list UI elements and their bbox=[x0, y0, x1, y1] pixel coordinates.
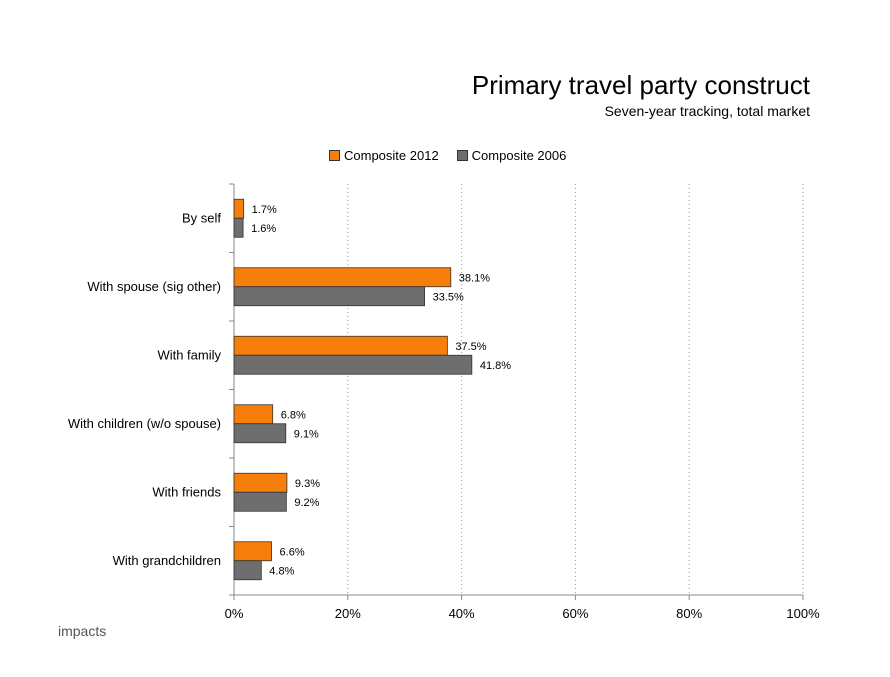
bar-series-2 bbox=[233, 423, 287, 444]
legend-item-series-1: Composite 2012 bbox=[329, 148, 439, 163]
x-tick-label: 20% bbox=[335, 606, 361, 621]
logo-text: impacts bbox=[58, 623, 107, 639]
chart-subtitle: Seven-year tracking, total market bbox=[604, 103, 810, 119]
bar-series-2 bbox=[233, 560, 262, 581]
x-tick-label: 80% bbox=[676, 606, 702, 621]
data-label: 37.5% bbox=[455, 341, 486, 353]
chart-title: Primary travel party construct bbox=[471, 70, 810, 100]
bar-series-1 bbox=[233, 472, 288, 493]
legend-item-series-2: Composite 2006 bbox=[456, 148, 567, 163]
data-label: 33.5% bbox=[433, 291, 464, 303]
bar-series-1 bbox=[233, 267, 452, 288]
brand-logo: impacts bbox=[58, 623, 106, 639]
legend-label-series-1: Composite 2012 bbox=[344, 148, 439, 163]
legend-swatch-series-2 bbox=[456, 150, 468, 161]
bar-series-2 bbox=[233, 491, 287, 512]
data-label: 1.6% bbox=[251, 223, 276, 235]
x-tick-label: 40% bbox=[449, 606, 475, 621]
data-label: 6.6% bbox=[280, 546, 305, 558]
legend-label-series-2: Composite 2006 bbox=[471, 148, 567, 163]
data-label: 9.3% bbox=[295, 478, 320, 490]
bar-series-1 bbox=[233, 541, 272, 562]
data-label: 41.8% bbox=[480, 360, 511, 372]
data-label: 6.8% bbox=[281, 409, 306, 421]
legend-swatch-series-1 bbox=[329, 150, 340, 161]
bar-series-1 bbox=[233, 335, 448, 356]
x-tick-label: 60% bbox=[562, 606, 588, 621]
data-label: 9.1% bbox=[294, 428, 319, 440]
x-tick-label: 0% bbox=[225, 606, 244, 621]
data-label: 4.8% bbox=[269, 565, 294, 577]
category-label: By self bbox=[182, 210, 221, 225]
x-tick-label: 100% bbox=[786, 606, 820, 621]
bar-series-2 bbox=[233, 354, 473, 375]
data-label: 9.2% bbox=[294, 497, 319, 509]
data-label: 38.1% bbox=[459, 272, 490, 284]
chart-legend: Composite 2012 Composite 2006 bbox=[329, 148, 584, 163]
bar-series-2 bbox=[233, 217, 244, 238]
data-label: 1.7% bbox=[252, 204, 277, 216]
bar-series-1 bbox=[233, 198, 245, 219]
category-label: With grandchildren bbox=[113, 553, 221, 568]
category-label: With family bbox=[157, 347, 221, 362]
category-label: With friends bbox=[152, 484, 221, 499]
bar-series-1 bbox=[233, 404, 274, 425]
category-label: With children (w/o spouse) bbox=[68, 416, 221, 431]
bar-series-2 bbox=[233, 286, 426, 307]
category-label: With spouse (sig other) bbox=[87, 279, 221, 294]
